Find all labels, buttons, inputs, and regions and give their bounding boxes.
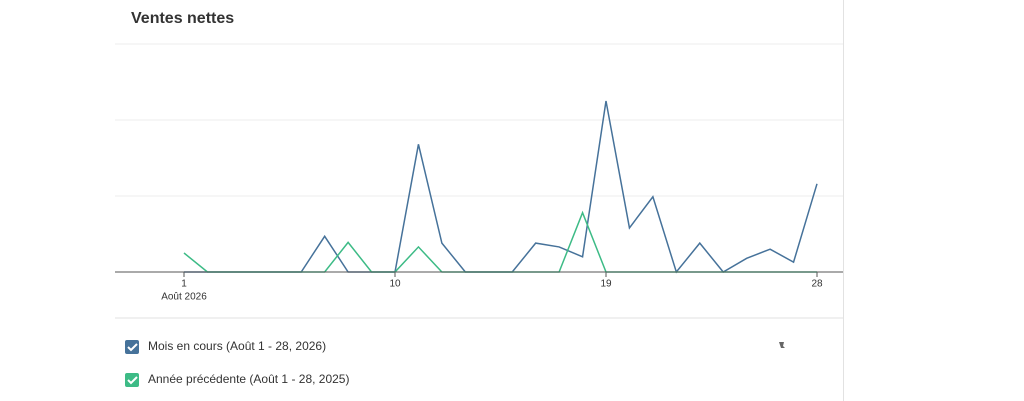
legend-check — [127, 343, 138, 352]
legend-item[interactable]: Mois en cours (Août 1 - 28, 2026) — [125, 339, 326, 354]
icon[interactable] — [779, 342, 785, 348]
x-tick-label: 19 — [600, 279, 612, 290]
legend-check — [127, 376, 138, 385]
legend-item[interactable]: Année précédente (Août 1 - 28, 2025) — [125, 372, 349, 387]
series-line — [184, 100, 818, 274]
series-line — [183, 210, 817, 273]
legend-label: Mois en cours (Août 1 - 28, 2026) — [148, 339, 326, 353]
x-tick-label: 10 — [389, 279, 401, 290]
legend-checkbox — [125, 340, 139, 354]
chart-title: Ventes nettes — [131, 10, 234, 27]
x-sublabel: Août 2026 — [161, 292, 207, 303]
x-tick-label: 28 — [811, 279, 823, 290]
x-tick-label: 1 — [181, 279, 187, 290]
legend-label: Année précédente (Août 1 - 28, 2025) — [148, 372, 349, 386]
legend-checkbox — [125, 373, 139, 387]
